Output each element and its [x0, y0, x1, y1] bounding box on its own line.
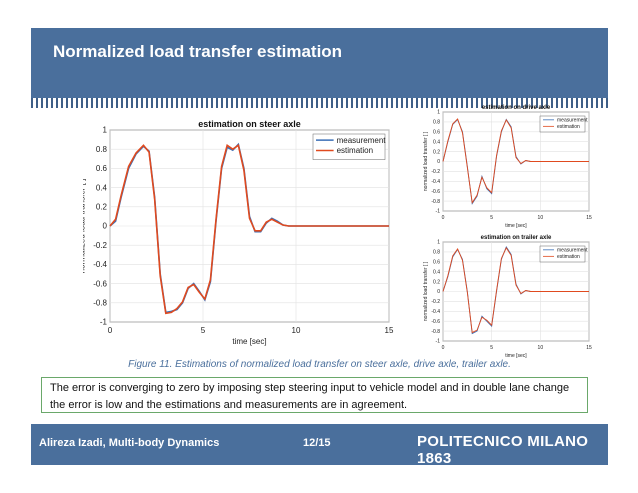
y-tick-label: -0.4: [93, 260, 107, 269]
chart-title: estimation on trailer axle: [481, 235, 552, 241]
y-tick-label: -0.6: [431, 189, 440, 195]
y-axis-label: normalized load transfer [ ]: [423, 131, 429, 191]
y-tick-label: -0.2: [431, 169, 440, 175]
x-tick-label: 0: [442, 345, 445, 351]
footer-author: Alireza Izadi, Multi-body Dynamics: [39, 437, 220, 449]
legend-label: measurement: [557, 248, 588, 254]
legend: [312, 133, 386, 160]
y-tick-label: -1: [100, 318, 108, 327]
y-tick-label: -1: [436, 339, 441, 345]
y-tick-label: -0.6: [93, 279, 107, 288]
y-tick-label: 0.8: [433, 120, 440, 126]
slide-footer: Alireza Izadi, Multi-body Dynamics 12/15…: [31, 424, 608, 467]
x-tick-label: 0: [442, 215, 445, 221]
y-axis-label: normalized load transfer [ ]: [423, 261, 429, 321]
y-tick-label: 0.6: [433, 129, 440, 135]
x-axis-label: time [sec]: [505, 223, 527, 228]
chart-trailer-axle: 0 5 10 15 -1 -0.8 -0.6 -0.4 -0.2 0 0.2 0.4 0.6 0.8 1 es…: [423, 235, 592, 358]
chart-steer-axle: 0 5 10 15 -1 -0.8 -0.6 -0.4 -0.2 0 0.2 0.4 0.6 0.8 1 es…: [83, 119, 394, 346]
y-tick-label: 0.2: [96, 202, 108, 211]
y-tick-label: 0: [437, 159, 440, 165]
y-tick-label: 0.6: [433, 259, 440, 265]
x-tick-label: 10: [292, 326, 301, 335]
y-tick-label: 0.8: [433, 250, 440, 256]
y-tick-label: 0.4: [433, 269, 440, 275]
slide: Normalized load transfer estimation 0 5 10…: [31, 28, 608, 467]
y-tick-label: -0.6: [431, 319, 440, 325]
y-tick-label: 0.8: [96, 145, 108, 154]
header-stripe: [31, 98, 608, 108]
x-tick-label: 15: [586, 345, 592, 351]
y-tick-label: 0.2: [433, 279, 440, 285]
y-tick-label: 1: [437, 240, 440, 246]
chart-title: estimation on steer axle: [198, 119, 301, 129]
chart-title: estimation on drive axle: [482, 105, 551, 111]
y-tick-label: -0.4: [431, 309, 440, 315]
legend-label: estimation: [557, 254, 580, 260]
legend-label: measurement: [337, 136, 387, 145]
y-axis-label: normalized load transfer [ ]: [83, 179, 86, 274]
slide-title: Normalized load transfer estimation: [53, 42, 343, 61]
y-tick-label: 0: [103, 222, 108, 231]
legend-label: estimation: [337, 146, 373, 155]
x-tick-label: 15: [385, 326, 394, 335]
series-line-estimation: [109, 144, 389, 315]
y-tick-label: -0.2: [431, 299, 440, 305]
chart-drive-axle: 0 5 10 15 -1 -0.8 -0.6 -0.4 -0.2 0 0.2 0.4 0.6 0.8 1 es…: [423, 105, 592, 228]
y-tick-label: -0.2: [93, 241, 107, 250]
y-tick-label: 0.4: [433, 139, 440, 145]
y-tick-label: 0: [437, 289, 440, 295]
legend-label: measurement: [557, 118, 588, 124]
y-tick-label: -0.8: [93, 298, 107, 307]
y-tick-label: -0.4: [431, 179, 440, 185]
y-tick-label: -0.8: [431, 329, 440, 335]
y-tick-label: 0.2: [433, 149, 440, 155]
series-line-estimation: [442, 247, 589, 334]
y-tick-label: 0.4: [96, 183, 108, 192]
y-tick-label: 1: [437, 110, 440, 116]
page-number: 12/15: [303, 437, 331, 449]
y-tick-label: 1: [103, 126, 108, 135]
y-tick-label: -1: [436, 209, 441, 215]
x-tick-label: 5: [490, 345, 493, 351]
body-text: The error is converging to zero by impos…: [41, 377, 588, 413]
legend-label: estimation: [557, 124, 580, 130]
y-tick-label: 0.6: [96, 164, 108, 173]
y-tick-label: -0.8: [431, 199, 440, 205]
series-line-estimation: [442, 118, 589, 204]
x-axis-label: time [sec]: [505, 353, 527, 358]
x-axis-label: time [sec]: [232, 337, 266, 346]
x-tick-label: 10: [538, 215, 544, 221]
x-tick-label: 5: [490, 215, 493, 221]
x-tick-label: 0: [108, 326, 113, 335]
x-tick-label: 5: [201, 326, 206, 335]
politecnico-logo: POLITECNICO MILANO 1863: [417, 433, 589, 467]
x-tick-label: 10: [538, 345, 544, 351]
slide-header: Normalized load transfer estimation: [31, 28, 608, 100]
x-tick-label: 15: [586, 215, 592, 221]
figure-caption: Figure 11. Estimations of normalized loa…: [128, 359, 511, 370]
